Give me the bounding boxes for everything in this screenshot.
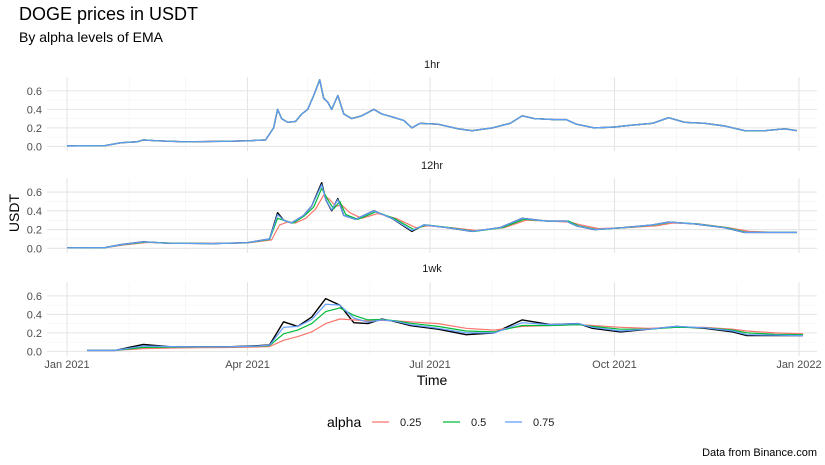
ema-line-0-25 — [67, 79, 797, 147]
legend-label: 0.5 — [471, 417, 486, 429]
x-tick-label: Jul 2021 — [409, 359, 451, 371]
x-tick-label: Jan 2022 — [776, 359, 821, 371]
ema-line-0-75 — [67, 79, 797, 147]
legend-entry: 0.75 — [505, 417, 554, 429]
y-tick-label: 0.2 — [27, 328, 42, 340]
panel-1hr: 0.0 0.2 0.4 0.6 1hr — [27, 59, 817, 153]
ema-line-0-75 — [67, 184, 797, 249]
panel-12hr: 0.0 0.2 0.4 0.6 12hr — [27, 160, 817, 255]
facet-strip-label: 1hr — [424, 59, 440, 71]
ema-line-0-5 — [67, 79, 797, 147]
legend: alpha 0.25 0.5 0.75 — [327, 414, 554, 430]
y-tick-label: 0.6 — [27, 291, 42, 303]
y-tick-label: 0.4 — [27, 206, 42, 218]
ema-line-0-75 — [87, 303, 804, 351]
y-tick-label: 0.2 — [27, 123, 42, 135]
y-tick-label: 0.6 — [27, 86, 42, 98]
x-tick-label: Apr 2021 — [225, 359, 270, 371]
y-tick-label: 0.4 — [27, 309, 42, 321]
chart-subtitle: By alpha levels of EMA — [19, 29, 164, 45]
facet-strip-label: 12hr — [421, 160, 443, 172]
x-tick-label: Jan 2021 — [44, 359, 89, 371]
facet-panels: 0.0 0.2 0.4 0.6 1hr 0.0 0.2 0.4 0.6 12hr 0.0 0.2 0.4… — [27, 59, 822, 371]
y-tick-label: 0.0 — [27, 243, 42, 255]
y-tick-label: 0.4 — [27, 104, 42, 116]
legend-title: alpha — [327, 414, 361, 430]
x-tick-label: Oct 2021 — [592, 359, 637, 371]
chart-caption: Data from Binance.com — [702, 447, 817, 459]
panel-1wk: 0.0 0.2 0.4 0.6 1wk — [27, 263, 817, 358]
y-tick-label: 0.6 — [27, 187, 42, 199]
x-axis-title: Time — [417, 372, 448, 388]
y-tick-label: 0.2 — [27, 225, 42, 237]
legend-entry: 0.25 — [372, 417, 421, 429]
y-axis-title: USDT — [6, 194, 22, 233]
chart-title: DOGE prices in USDT — [19, 4, 198, 24]
legend-label: 0.75 — [533, 417, 554, 429]
legend-entry: 0.5 — [443, 417, 486, 429]
legend-label: 0.25 — [400, 417, 421, 429]
y-tick-label: 0.0 — [27, 346, 42, 358]
ema-line-0-25 — [67, 194, 797, 249]
price-line — [67, 79, 798, 147]
y-tick-label: 0.0 — [27, 141, 42, 153]
facet-strip-label: 1wk — [422, 263, 442, 275]
